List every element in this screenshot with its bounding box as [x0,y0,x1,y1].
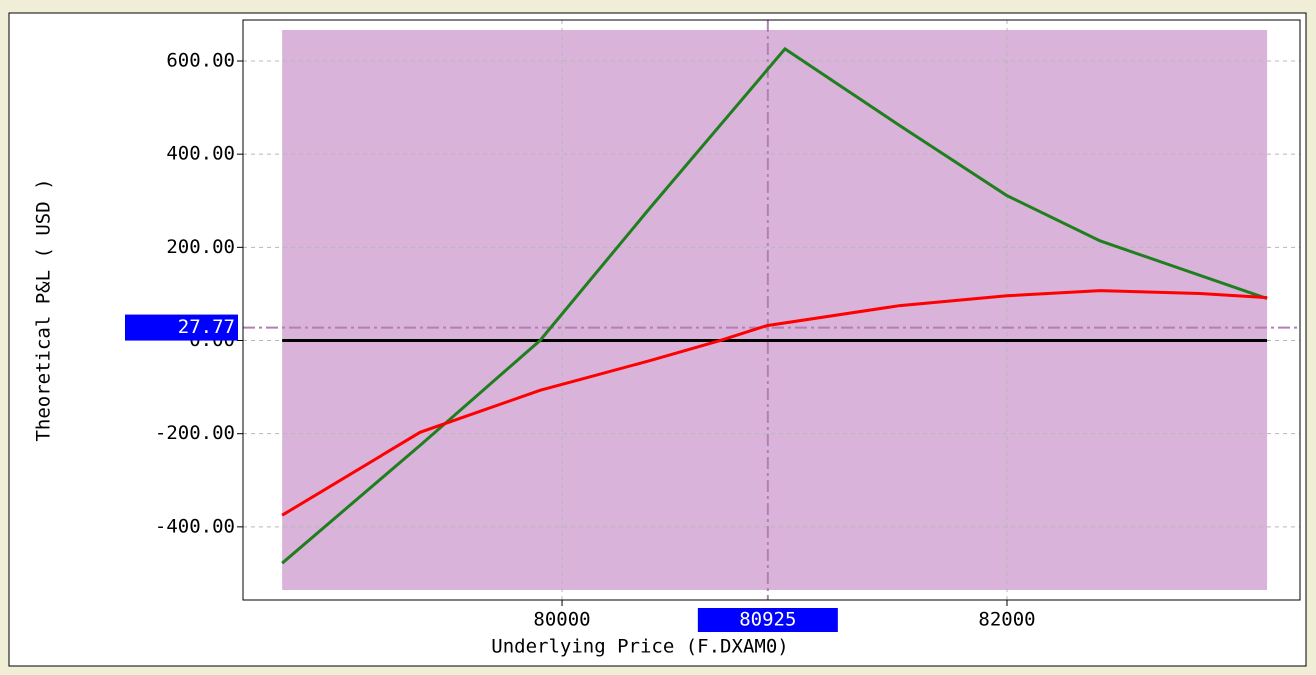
plot-frame [242,19,1301,601]
y-tick-label: 200.00 [166,236,235,258]
y-tick-label: 600.00 [166,49,235,71]
x-tick-label: 82000 [978,609,1035,631]
cursor-y-badge [125,314,238,341]
series-line [281,46,1268,565]
y-tick-label: -200.00 [155,422,235,444]
series-line [281,289,1268,517]
cursor-x-badge [697,608,838,632]
x-axis-label: Underlying Price (F.DXAM0) [491,636,788,658]
y-tick-label: 400.00 [166,143,235,165]
cursor-x-label: 80925 [739,609,796,631]
x-tick-label: 80000 [533,609,590,631]
shaded-range [282,30,1268,590]
cursor-y-label: 27.77 [178,316,235,338]
y-axis-label: Theoretical P&L ( USD ) [33,178,55,441]
y-tick-label: -400.00 [155,515,235,537]
